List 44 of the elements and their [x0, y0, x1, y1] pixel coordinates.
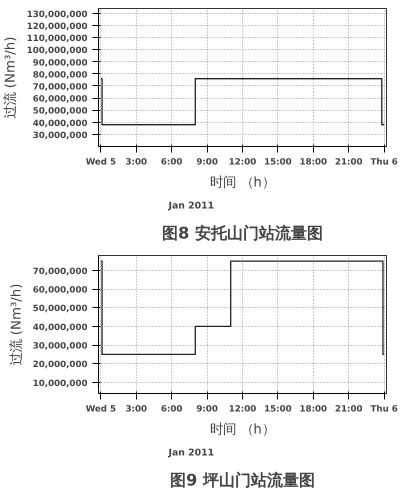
y-tick-label: 70,000,000 — [32, 266, 88, 277]
y-tick-label: 10,000,000 — [32, 378, 88, 389]
x-tick-label: 15:00 — [264, 158, 292, 168]
y-tick-label: 40,000,000 — [32, 322, 88, 333]
text: Jan 2011 — [168, 200, 214, 212]
y-tick-label: 30,000,000 — [32, 342, 88, 352]
x-tick-label: 9:00 — [196, 404, 218, 414]
y-tick-label: 80,000,000 — [32, 70, 88, 80]
y-tick-label: 100,000,000 — [26, 46, 88, 56]
x-tick-label: 18:00 — [300, 158, 328, 168]
x-tick-label: 21:00 — [334, 404, 363, 414]
x-tick-label: Wed 5 — [86, 404, 116, 414]
y-tick-label: 120,000,000 — [26, 22, 88, 32]
y-tick-label: 130,000,000 — [26, 10, 88, 20]
y-tick-label: 30,000,000 — [32, 130, 88, 141]
x-tick-label: 15:00 — [264, 404, 292, 414]
y-axis-title: 过流 (Nm³/h) — [8, 284, 25, 366]
x-tick-label: 6:00 — [160, 404, 182, 414]
y-tick-label: 90,000,000 — [32, 58, 88, 68]
x-axis-title: 时间 （h） — [210, 176, 275, 190]
y-tick-label: 20,000,000 — [32, 360, 88, 370]
x-axis-title: 时间 （h） — [210, 422, 275, 438]
x-tick-label: 3:00 — [126, 404, 148, 414]
x-tick-label: 12:00 — [228, 404, 256, 414]
y-tick-label: 110,000,000 — [26, 34, 88, 44]
y-tick-label: 50,000,000 — [32, 304, 88, 314]
y-tick-label: 60,000,000 — [32, 286, 88, 296]
text: 图9 坪山门站流量图 — [170, 470, 315, 490]
y-axis-title: 过流 (Nm³/h) — [2, 36, 19, 118]
x-tick-label: Thu 6 — [370, 158, 398, 168]
y-tick-label: 60,000,000 — [32, 94, 88, 105]
text: 图8 安托山门站流量图 — [162, 224, 323, 242]
x-tick-label: 3:00 — [126, 158, 148, 168]
y-tick-label: 50,000,000 — [32, 106, 88, 117]
x-tick-label: Wed 5 — [86, 158, 116, 168]
text: Jan 2011 — [168, 448, 214, 458]
y-tick-label: 70,000,000 — [32, 82, 88, 92]
x-tick-label: 21:00 — [334, 158, 363, 168]
x-tick-label: 9:00 — [196, 158, 218, 168]
x-tick-label: Thu 6 — [370, 404, 398, 414]
y-tick-label: 40,000,000 — [32, 118, 88, 129]
x-tick-label: 6:00 — [160, 158, 182, 168]
x-tick-label: 12:00 — [228, 158, 256, 168]
x-tick-label: 18:00 — [300, 404, 328, 414]
